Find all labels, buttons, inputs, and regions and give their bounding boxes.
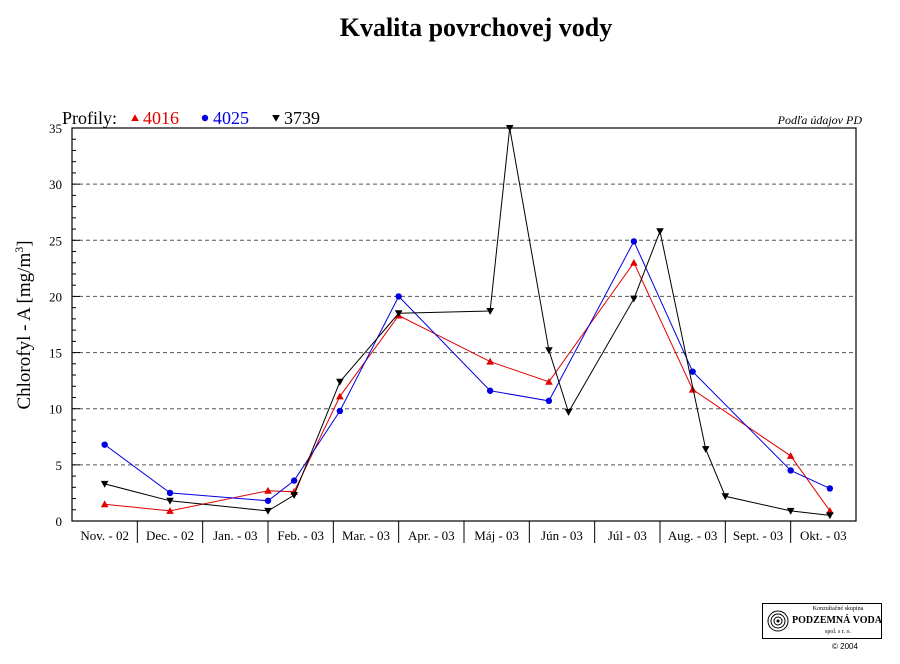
plot-frame bbox=[71, 127, 857, 522]
x-tick-label: Okt. - 03 bbox=[800, 528, 847, 543]
series-line bbox=[104, 240, 831, 502]
data-point bbox=[290, 492, 298, 499]
data-point bbox=[786, 452, 795, 459]
data-point bbox=[486, 307, 494, 315]
series-3739 bbox=[100, 124, 834, 520]
data-point bbox=[630, 258, 638, 266]
y-tick-label: 20 bbox=[49, 289, 62, 304]
data-point bbox=[689, 368, 696, 375]
data-point bbox=[486, 387, 494, 394]
data-point bbox=[787, 467, 794, 474]
series-4016 bbox=[100, 258, 834, 514]
data-point bbox=[564, 409, 573, 416]
logo-line-2: PODZEMNÁ VODA bbox=[792, 615, 882, 626]
series-group bbox=[100, 124, 834, 520]
data-point bbox=[264, 497, 272, 504]
x-tick-label: Mar. - 03 bbox=[342, 528, 390, 543]
grid-lines bbox=[72, 183, 856, 466]
data-point bbox=[701, 446, 710, 453]
x-tick-label: Jan. - 03 bbox=[213, 528, 257, 543]
y-tick-label: 5 bbox=[56, 458, 63, 473]
legend-label: 4025 bbox=[213, 108, 249, 128]
data-point bbox=[100, 480, 109, 488]
x-tick-label: Máj - 03 bbox=[474, 528, 519, 543]
data-point bbox=[545, 377, 553, 385]
data-point bbox=[630, 238, 638, 245]
data-point bbox=[101, 441, 108, 448]
data-point bbox=[826, 512, 834, 520]
y-axis-label: Chlorofyl - A [mg/m3] bbox=[12, 240, 35, 409]
copyright-notice: © 2004 bbox=[832, 642, 858, 651]
data-point bbox=[336, 378, 344, 386]
data-point bbox=[336, 392, 344, 400]
logo-line-3: spol. s r. o. bbox=[824, 629, 851, 635]
chart-title: Kvalita povrchovej vody bbox=[340, 13, 613, 42]
x-tick-label: Júl - 03 bbox=[608, 528, 647, 543]
source-note: Podľa údajov PD bbox=[777, 113, 863, 127]
x-tick-label: Aug. - 03 bbox=[668, 528, 717, 543]
x-tick-label: Apr. - 03 bbox=[408, 528, 455, 543]
legend: Profily: 4016 4025 3739 bbox=[62, 108, 320, 128]
x-tick-label: Jún - 03 bbox=[541, 528, 583, 543]
data-point bbox=[166, 507, 174, 514]
y-tick-label: 15 bbox=[49, 346, 62, 361]
data-point bbox=[826, 485, 834, 492]
data-point bbox=[395, 293, 402, 300]
y-tick-label: 30 bbox=[49, 177, 62, 192]
data-point bbox=[486, 357, 494, 365]
data-point bbox=[545, 347, 553, 355]
data-point bbox=[166, 497, 174, 505]
data-point bbox=[826, 507, 834, 514]
fingerprint-logo-icon bbox=[767, 610, 789, 632]
legend-marker bbox=[272, 114, 280, 122]
data-point bbox=[100, 500, 109, 508]
y-tick-label: 0 bbox=[56, 514, 63, 529]
legend-label: 4016 bbox=[143, 108, 179, 128]
y-axis: 0 5 10 15 20 25 30 35 bbox=[49, 121, 80, 529]
data-point bbox=[786, 507, 795, 515]
data-point bbox=[721, 493, 730, 501]
data-point bbox=[290, 477, 298, 484]
data-point bbox=[545, 397, 553, 405]
data-point bbox=[166, 489, 174, 497]
legend-marker bbox=[201, 114, 209, 122]
series-line bbox=[104, 127, 830, 516]
y-tick-label: 25 bbox=[49, 233, 62, 248]
x-axis: Nov. - 02 Dec. - 02 Jan. - 03 Feb. - 03 Mar.… bbox=[80, 521, 847, 543]
legend-prefix: Profily: bbox=[62, 108, 117, 128]
series-line bbox=[104, 261, 831, 512]
y-tick-label: 35 bbox=[49, 121, 62, 136]
series-4025 bbox=[101, 238, 834, 504]
data-point bbox=[394, 310, 403, 318]
x-tick-label: Feb. - 03 bbox=[277, 528, 324, 543]
data-point bbox=[630, 295, 638, 303]
data-point bbox=[656, 228, 664, 236]
y-tick-label: 10 bbox=[49, 402, 62, 417]
x-tick-label: Nov. - 02 bbox=[80, 528, 129, 543]
logo-line-1: Konzultačné skupina bbox=[812, 606, 864, 612]
x-tick-label: Sept. - 03 bbox=[733, 528, 783, 543]
x-tick-label: Dec. - 02 bbox=[146, 528, 194, 543]
data-point bbox=[264, 486, 272, 494]
legend-marker bbox=[131, 114, 139, 122]
data-point bbox=[505, 124, 514, 132]
company-logo: Konzultačné skupina PODZEMNÁ VODA spol. … bbox=[762, 603, 882, 639]
legend-label: 3739 bbox=[284, 108, 320, 128]
data-point bbox=[264, 507, 272, 515]
data-point bbox=[336, 407, 344, 415]
